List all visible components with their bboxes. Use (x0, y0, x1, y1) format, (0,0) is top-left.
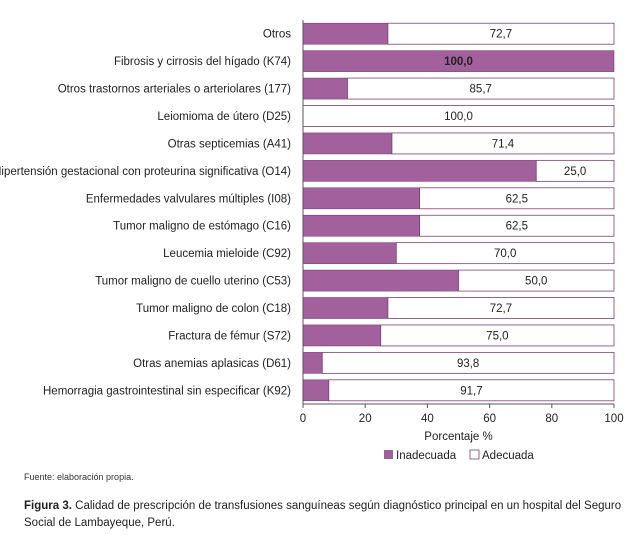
bar-adecuada (347, 77, 615, 100)
x-tick-label: 100 (604, 413, 623, 425)
category-label: Hipertensión gestacional con proteurina … (0, 166, 291, 178)
x-tick-label: 40 (421, 413, 434, 425)
bars-group: 72,7 100,0 85,7 100,0 71,4 25,0 62,5 62,5 70,0 50… (302, 22, 615, 402)
source-note: Fuente: elaboración propia. (24, 472, 134, 482)
bar-inadecuada (302, 160, 537, 182)
category-label: Leiomioma de útero (D25) (157, 111, 291, 123)
x-tick-label: 60 (483, 413, 496, 425)
category-label: Fibrosis y cirrosis del hígado (K74) (114, 56, 291, 68)
category-label: Otras septicemias (A41) (168, 138, 292, 150)
data-label: 85,7 (470, 84, 492, 96)
category-label: Leucemia mieloide (C92) (163, 248, 291, 260)
bar-adecuada (535, 159, 615, 182)
legend-label-adecuada: Adecuada (482, 450, 534, 462)
bar-adecuada (458, 269, 615, 292)
category-label: Otras anemias aplasicas (D61) (133, 358, 291, 370)
data-label: 93,8 (457, 358, 479, 370)
bar-inadecuada (302, 77, 348, 100)
bar-adecuada (380, 324, 615, 347)
x-axis: 0 20 40 60 80 100 (300, 20, 624, 425)
bar-adecuada (395, 242, 615, 265)
data-label: 62,5 (506, 193, 528, 205)
legend-swatch-inadecuada (384, 450, 393, 459)
category-label: Tumor maligno de estómago (C16) (113, 221, 291, 233)
bar-adecuada (387, 297, 615, 319)
bar-inadecuada (302, 187, 420, 210)
bar-adecuada (328, 379, 615, 402)
data-label: 91,7 (460, 385, 482, 397)
data-label: 72,7 (490, 29, 512, 41)
caption-label: Figura 3. (24, 500, 72, 512)
bar-inadecuada (302, 297, 389, 319)
legend: Inadecuada Adecuada (384, 449, 534, 462)
data-label: 62,5 (506, 221, 528, 233)
data-label: 75,0 (486, 330, 508, 342)
data-label: 100,0 (444, 56, 473, 68)
x-tick-label: 80 (545, 413, 558, 425)
category-label: Tumor maligno de colon (C18) (136, 303, 291, 315)
category-label: Tumor maligno de cuello uterino (C53) (95, 276, 291, 288)
bar-inadecuada (302, 22, 389, 45)
category-label: Fractura de fémur (S72) (168, 330, 291, 342)
bar-inadecuada (302, 132, 393, 155)
x-tick-label: 20 (359, 413, 372, 425)
caption-text: Calidad de prescripción de transfusiones… (24, 500, 622, 529)
bar-inadecuada (302, 242, 397, 264)
legend-label-inadecuada: Inadecuada (396, 450, 457, 462)
stacked-bar-chart: 72,7 100,0 85,7 100,0 71,4 25,0 62,5 62,5 70,0 50… (0, 20, 624, 462)
category-label: Hemorragia gastrointestinal sin especifi… (43, 385, 291, 397)
bar-adecuada (419, 214, 615, 237)
legend-swatch-adecuada (469, 449, 480, 460)
bar-inadecuada (302, 324, 382, 347)
data-label: 71,4 (492, 138, 515, 150)
x-axis-title: Porcentaje % (424, 431, 492, 443)
figure-caption: Figura 3. Calidad de prescripción de tra… (24, 498, 624, 532)
data-label: 100,0 (444, 111, 473, 123)
data-label: 70,0 (494, 248, 516, 260)
category-label: Otros trastornos arteriales o arteriolar… (58, 84, 291, 96)
data-label: 25,0 (564, 166, 586, 178)
bar-adecuada (391, 132, 615, 155)
bar-inadecuada (302, 352, 323, 374)
bar-adecuada (321, 351, 615, 374)
bar-inadecuada (302, 379, 330, 402)
bar-inadecuada (302, 269, 459, 292)
data-label: 72,7 (490, 303, 512, 315)
bar-adecuada (419, 187, 615, 210)
bar-adecuada (387, 22, 615, 45)
category-label: Enfermedades valvulares múltiples (I08) (86, 193, 291, 205)
x-tick-label: 0 (300, 413, 306, 425)
data-label: 50,0 (525, 276, 547, 288)
category-labels: Otros Fibrosis y cirrosis del hígado (K74… (0, 29, 291, 398)
category-label: Otros (263, 29, 291, 41)
bar-inadecuada (302, 214, 420, 237)
